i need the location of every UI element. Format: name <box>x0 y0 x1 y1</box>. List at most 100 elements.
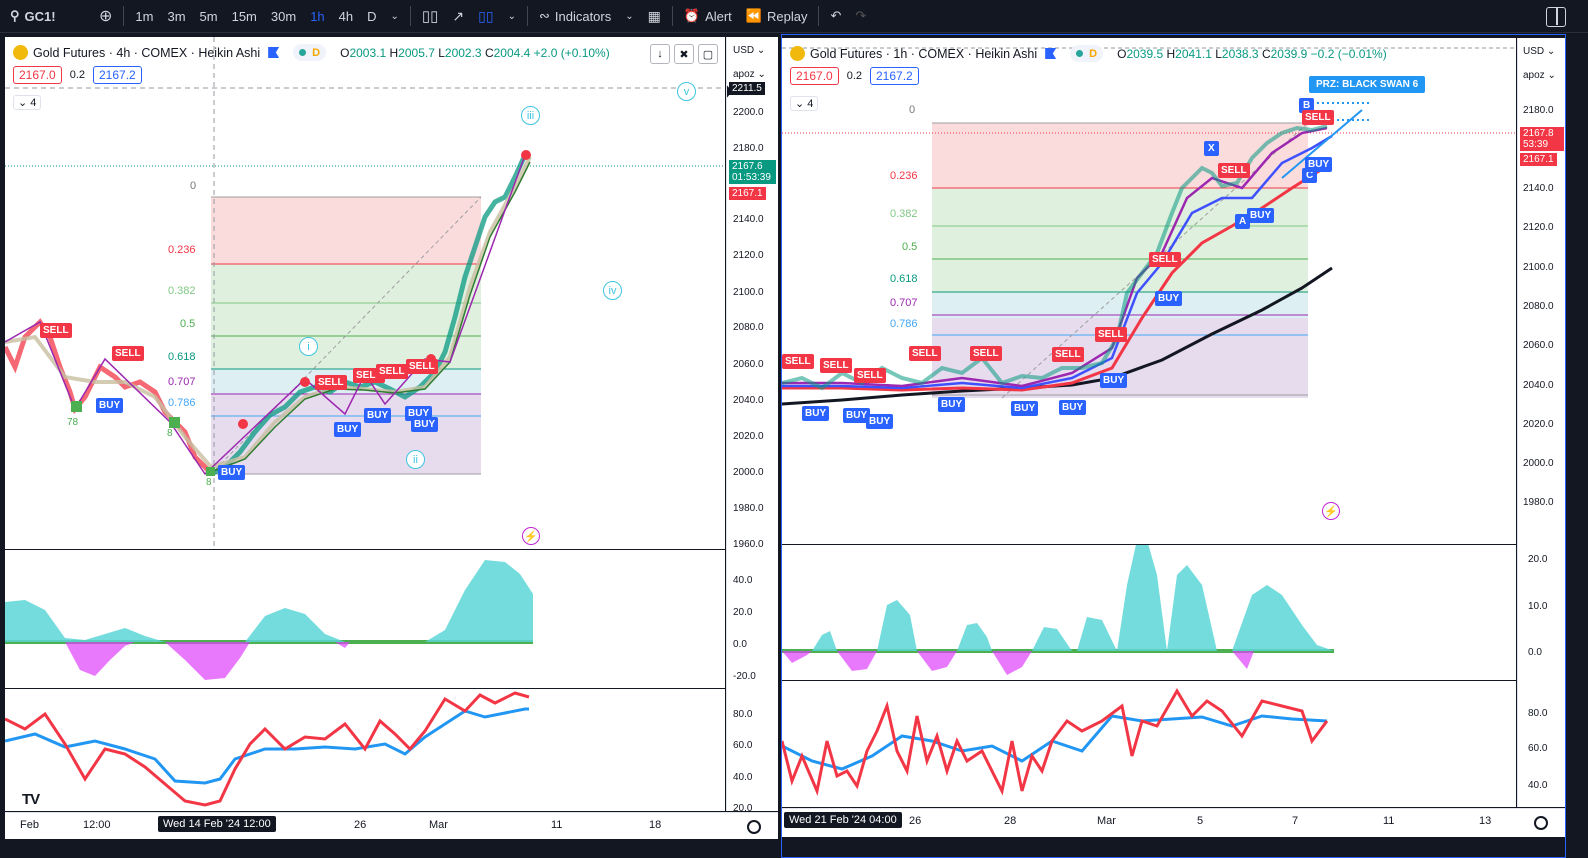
interval-1m[interactable]: 1m <box>135 8 154 24</box>
indicator-toggle[interactable]: ⌄ 4 <box>790 96 819 111</box>
wave-label-iv: iv <box>603 281 622 300</box>
right-price-scale[interactable]: USD ⌄ apoz ⌄ 2180.0 2167.8 53:39 2167.1 … <box>1517 38 1565 807</box>
alert-button[interactable]: ⏰ Alert <box>677 0 739 33</box>
interval-d[interactable]: D <box>367 8 377 24</box>
fib-label: 0.5 <box>902 241 918 253</box>
ask-price[interactable]: 2167.2 <box>93 66 142 84</box>
bar-count-label: 78 <box>67 417 79 428</box>
right-price-pane[interactable]: Gold Futures · 1h · COMEX · Heikin Ashi … <box>782 38 1516 544</box>
heikin-ashi-button[interactable]: ▯▯ <box>471 0 500 33</box>
right-title[interactable]: Gold Futures · 1h · COMEX · Heikin Ashi <box>810 46 1038 61</box>
interval-5m[interactable]: 5m <box>199 8 218 24</box>
interval-15m[interactable]: 15m <box>231 8 257 24</box>
rsi-tick: 40.0 <box>1528 780 1548 791</box>
fib-label: 0.382 <box>168 285 196 297</box>
right-rsi-pane[interactable] <box>782 681 1516 807</box>
price-tick: 1980.0 <box>1523 497 1554 508</box>
osc-histogram-neg <box>65 642 350 680</box>
tradingview-logo[interactable]: TV <box>22 791 40 808</box>
price-tick: 2080.0 <box>733 322 764 333</box>
right-time-axis[interactable]: Wed 21 Feb '24 04:00 26 28 Mar 5 7 11 13 <box>782 808 1565 837</box>
chart-type-dropdown[interactable]: ⌄ <box>501 0 523 33</box>
sell-signal: SELL <box>1149 252 1181 267</box>
buy-signal: BUY <box>866 414 894 429</box>
buy-signal: BUY <box>1011 401 1039 416</box>
ohlc-close: 2004.4 <box>493 45 531 60</box>
bar-count-label: 8 <box>206 477 212 488</box>
search-icon: ⚲ <box>10 8 20 23</box>
bid-price[interactable]: 2167.0 <box>790 67 839 85</box>
add-price-plus-icon[interactable]: + <box>727 84 730 99</box>
countdown-value: 01:53:39 <box>732 172 771 183</box>
right-oscillator-pane[interactable] <box>782 545 1516 680</box>
price-tick: 2040.0 <box>1523 380 1554 391</box>
currency-select[interactable]: USD ⌄ <box>1523 46 1556 57</box>
currency-select[interactable]: USD ⌄ <box>733 45 766 56</box>
fib-label: 0.618 <box>168 351 196 363</box>
settings-gear-icon[interactable] <box>1534 816 1548 830</box>
redo-button[interactable]: ↷ <box>848 0 873 33</box>
delay-badge: D <box>1089 47 1098 60</box>
ohlc-high: 2041.1 <box>1175 46 1212 61</box>
move-down-button[interactable]: ↓ <box>650 44 670 64</box>
collapse-button[interactable]: ✖ <box>674 44 694 64</box>
replay-button[interactable]: ⏪ Replay <box>739 0 815 33</box>
prz-arrow <box>1281 109 1363 179</box>
crosshair-time-label: Wed 14 Feb '24 12:00 <box>158 816 276 832</box>
scale-mode-select[interactable]: apoz ⌄ <box>733 69 766 80</box>
spread-value: 0.2 <box>846 70 862 82</box>
left-price-pane[interactable]: Gold Futures · 4h · COMEX · Heikin Ashi … <box>5 37 725 549</box>
ma-tan <box>5 156 532 470</box>
maximize-button[interactable]: ▢ <box>698 44 718 64</box>
indicators-label: Indicators <box>554 8 612 24</box>
candles-icon: ▯▯ <box>421 8 439 25</box>
rsi-tick: 20.0 <box>733 803 753 811</box>
price-tick: 2140.0 <box>733 214 764 225</box>
templates-button[interactable]: ▦ <box>641 0 668 33</box>
ohlc-close: 2039.9 <box>1270 46 1308 61</box>
maximize-icon: ▢ <box>702 48 714 61</box>
indicator-toggle[interactable]: ⌄ 4 <box>13 95 42 110</box>
symbol-search[interactable]: ⚲ GC1! <box>0 0 92 33</box>
lightning-event-icon[interactable]: ⚡ <box>1322 502 1340 520</box>
bid-price[interactable]: 2167.0 <box>13 66 62 84</box>
left-rsi-pane[interactable]: TV <box>5 689 725 811</box>
market-status[interactable]: D <box>293 44 327 61</box>
right-osc-svg <box>782 545 1334 675</box>
toolbar-divider <box>123 6 125 26</box>
left-price-scale[interactable]: USD ⌄ apoz ⌄ 2211.5 2200.0 2180.0 2167.6… <box>726 37 778 811</box>
undo-button[interactable]: ↶ <box>823 0 848 33</box>
flag-icon[interactable] <box>268 47 280 58</box>
bar-style-button[interactable]: ▯▯ <box>415 0 446 33</box>
settings-gear-icon[interactable] <box>747 820 761 834</box>
layout-panel-icon[interactable] <box>1546 7 1566 27</box>
buy-signal: BUY <box>334 422 362 437</box>
buy-signal: BUY <box>364 408 392 423</box>
sell-signal: SELL <box>820 358 852 373</box>
ask-price[interactable]: 2167.2 <box>870 67 919 85</box>
indicators-button[interactable]: ∾ Indicators ⌄ <box>532 0 641 33</box>
fib-zone-green <box>211 264 481 369</box>
price-tick: 2000.0 <box>733 467 764 478</box>
interval-dropdown[interactable]: ⌄ <box>384 0 406 33</box>
right-price-svg <box>782 47 1516 406</box>
interval-4h[interactable]: 4h <box>338 8 354 24</box>
rsi-tick: 80.0 <box>733 709 753 720</box>
flag-icon[interactable] <box>1045 48 1057 59</box>
interval-3m[interactable]: 3m <box>167 8 186 24</box>
market-status[interactable]: D <box>1070 45 1104 62</box>
scale-mode-select[interactable]: apoz ⌄ <box>1523 70 1556 81</box>
sell-signal: SELL <box>315 375 347 390</box>
compare-add-button[interactable]: ⊕ <box>92 0 119 33</box>
plus-circle-icon: ⊕ <box>99 8 113 25</box>
toolbar-divider <box>526 6 528 26</box>
interval-30m[interactable]: 30m <box>270 8 297 24</box>
interval-1h[interactable]: 1h <box>310 8 325 24</box>
lightning-event-icon[interactable]: ⚡ <box>522 527 540 545</box>
price-tick: 1980.0 <box>733 503 764 514</box>
left-title[interactable]: Gold Futures · 4h · COMEX · Heikin Ashi <box>33 45 261 60</box>
delay-badge: D <box>312 46 321 59</box>
left-oscillator-pane[interactable] <box>5 550 725 688</box>
chart-type-button[interactable]: ↗ <box>445 0 471 33</box>
left-time-axis[interactable]: Feb 12:00 Wed 14 Feb '24 12:00 26 Mar 11… <box>5 812 778 839</box>
